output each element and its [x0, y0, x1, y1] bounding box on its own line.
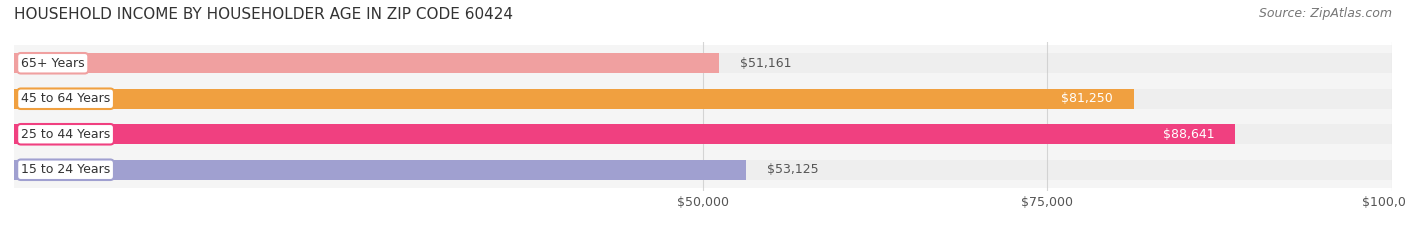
Bar: [14, 160, 1392, 179]
Text: 45 to 64 Years: 45 to 64 Years: [21, 92, 110, 105]
Bar: [14, 89, 1392, 109]
Bar: [14, 160, 747, 179]
Bar: [14, 116, 1392, 152]
Text: 15 to 24 Years: 15 to 24 Years: [21, 163, 110, 176]
Bar: [14, 45, 1392, 81]
Bar: [14, 124, 1392, 144]
Text: Source: ZipAtlas.com: Source: ZipAtlas.com: [1258, 7, 1392, 20]
Text: $81,250: $81,250: [1062, 92, 1114, 105]
Text: $53,125: $53,125: [766, 163, 818, 176]
Text: 25 to 44 Years: 25 to 44 Years: [21, 128, 110, 141]
Bar: [14, 81, 1392, 116]
Text: $88,641: $88,641: [1163, 128, 1215, 141]
Bar: [14, 124, 1236, 144]
Text: 65+ Years: 65+ Years: [21, 57, 84, 70]
Text: $51,161: $51,161: [740, 57, 792, 70]
Bar: [14, 152, 1392, 188]
Bar: [14, 54, 718, 73]
Bar: [14, 54, 1392, 73]
Text: HOUSEHOLD INCOME BY HOUSEHOLDER AGE IN ZIP CODE 60424: HOUSEHOLD INCOME BY HOUSEHOLDER AGE IN Z…: [14, 7, 513, 22]
Bar: [14, 89, 1133, 109]
